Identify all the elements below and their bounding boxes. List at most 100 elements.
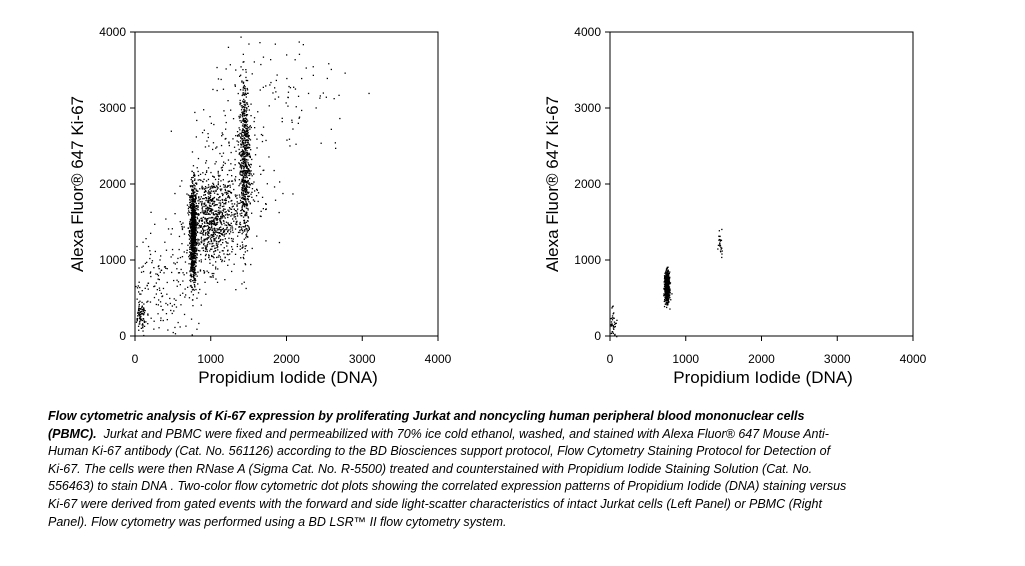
- event-dot: [246, 235, 249, 238]
- event-dot: [242, 86, 245, 88]
- event-dot: [189, 232, 191, 234]
- event-dot: [196, 297, 198, 299]
- event-dot: [240, 164, 242, 166]
- event-dot: [203, 202, 205, 205]
- event-dot: [153, 320, 155, 322]
- event-dot: [141, 290, 143, 292]
- event-dot: [190, 269, 192, 272]
- event-dot: [193, 210, 195, 212]
- event-dot: [194, 185, 196, 187]
- event-dot: [141, 324, 143, 326]
- event-dot: [244, 130, 246, 133]
- event-dot: [208, 197, 210, 199]
- event-dot: [156, 273, 159, 275]
- event-dot: [229, 64, 231, 66]
- event-dot: [667, 301, 669, 303]
- event-dot: [142, 241, 144, 243]
- event-dot: [153, 328, 155, 330]
- event-dot: [243, 221, 246, 223]
- event-dot: [183, 274, 185, 276]
- event-dot: [244, 173, 246, 175]
- event-dot: [199, 201, 201, 203]
- event-dot: [197, 174, 200, 177]
- event-dot: [666, 291, 668, 293]
- event-dot: [198, 214, 200, 216]
- event-dot: [209, 250, 211, 252]
- event-dot: [192, 222, 194, 224]
- event-dot: [227, 231, 229, 233]
- event-dot: [194, 255, 196, 257]
- event-dot: [247, 159, 249, 161]
- event-dot: [611, 317, 613, 319]
- event-dot: [211, 212, 213, 214]
- event-dot: [191, 180, 194, 182]
- event-dot: [239, 229, 241, 231]
- event-dot: [203, 129, 205, 131]
- event-dot: [204, 218, 206, 220]
- event-dot: [188, 256, 190, 258]
- event-dot: [721, 256, 723, 259]
- event-dot: [666, 295, 668, 298]
- event-dot: [213, 222, 216, 225]
- event-dot: [193, 236, 195, 238]
- event-dot: [247, 140, 249, 142]
- event-dot: [144, 287, 146, 289]
- event-dot: [272, 92, 274, 94]
- event-dot: [147, 282, 149, 284]
- event-dot: [665, 288, 668, 291]
- event-dot: [194, 236, 197, 238]
- event-dot: [614, 325, 616, 328]
- event-dot: [192, 250, 194, 253]
- event-dot: [199, 250, 201, 252]
- event-dot: [200, 241, 202, 243]
- event-dot: [241, 154, 243, 156]
- event-dot: [241, 247, 243, 249]
- event-dot: [246, 152, 248, 155]
- event-dot: [194, 201, 196, 203]
- event-dot: [244, 177, 246, 179]
- event-dot: [194, 244, 196, 247]
- event-dot: [610, 332, 612, 335]
- event-dot: [142, 319, 144, 322]
- event-dot: [213, 232, 216, 234]
- event-dot: [206, 222, 208, 224]
- event-dot: [227, 214, 229, 216]
- event-dot: [257, 111, 259, 113]
- event-dot: [242, 180, 244, 183]
- event-dot: [222, 234, 224, 236]
- event-dot: [195, 288, 197, 291]
- event-dot: [140, 313, 142, 315]
- event-dot: [190, 213, 192, 215]
- event-dot: [206, 250, 208, 253]
- event-dot: [242, 123, 244, 125]
- event-dot: [194, 216, 196, 218]
- event-dot: [217, 231, 219, 234]
- event-dot: [202, 226, 205, 228]
- event-dot: [191, 210, 194, 212]
- event-dot: [211, 199, 213, 201]
- event-dot: [224, 199, 226, 201]
- event-dot: [233, 214, 235, 216]
- event-dot: [181, 227, 184, 229]
- event-dot: [242, 197, 245, 199]
- event-dot: [243, 115, 245, 117]
- event-dot: [667, 266, 669, 268]
- event-dot: [241, 190, 243, 192]
- event-dot: [231, 199, 233, 202]
- event-dot: [219, 204, 222, 206]
- event-dot: [195, 207, 197, 209]
- event-dot: [239, 196, 241, 198]
- event-dot: [172, 331, 174, 334]
- event-dot: [717, 244, 720, 246]
- event-dot: [165, 249, 168, 251]
- event-dot: [325, 96, 327, 98]
- event-dot: [145, 321, 147, 323]
- event-dot: [206, 244, 208, 246]
- event-dot: [207, 271, 210, 274]
- event-dot: [192, 273, 194, 276]
- event-dot: [211, 199, 213, 202]
- event-dot: [207, 200, 209, 202]
- event-dot: [203, 194, 205, 196]
- event-dot: [239, 221, 241, 224]
